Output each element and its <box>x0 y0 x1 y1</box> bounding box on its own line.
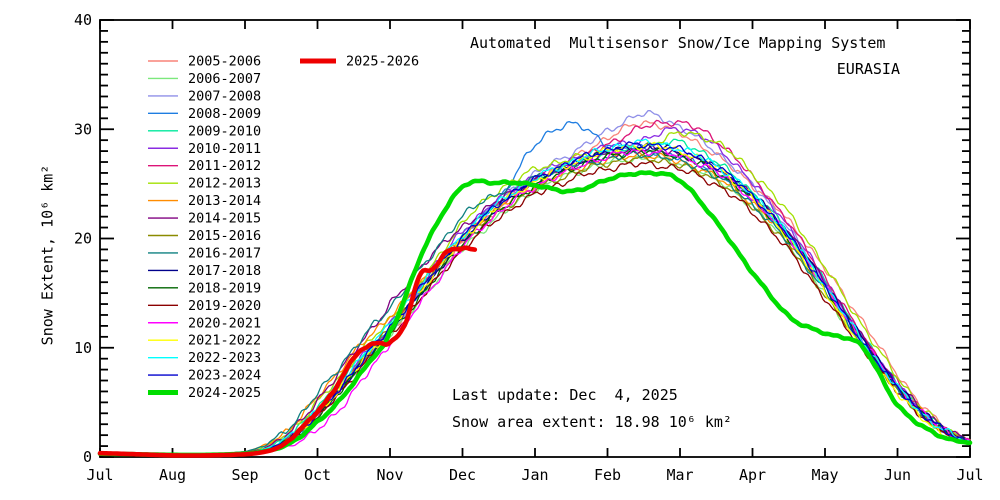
x-tick-label: Jan <box>521 466 548 484</box>
x-tick-label: Nov <box>376 466 403 484</box>
y-tick-label: 20 <box>74 230 92 248</box>
legend-label-2022-2023: 2022-2023 <box>188 350 261 366</box>
legend-label-2006-2007: 2006-2007 <box>188 71 261 87</box>
legend-label-2014-2015: 2014-2015 <box>188 211 261 227</box>
legend-label-2010-2011: 2010-2011 <box>188 141 261 157</box>
legend-label-2011-2012: 2011-2012 <box>188 158 261 174</box>
last-update-text: Last update: Dec 4, 2025 <box>452 386 678 404</box>
legend-label-2025-2026: 2025-2026 <box>346 54 419 70</box>
legend-label-2013-2014: 2013-2014 <box>188 193 261 209</box>
x-tick-label: Jul <box>956 466 983 484</box>
series-line-2025-2026 <box>97 245 478 458</box>
x-tick-label: Jun <box>884 466 911 484</box>
chart-title: Automated Multisensor Snow/Ice Mapping S… <box>470 34 886 52</box>
y-tick-label: 30 <box>74 120 92 138</box>
legend-label-2012-2013: 2012-2013 <box>188 176 261 192</box>
y-axis-label: Snow Extent, 10⁶ km² <box>38 164 57 346</box>
legend-label-2017-2018: 2017-2018 <box>188 263 261 279</box>
x-tick-label: Feb <box>594 466 621 484</box>
legend-label-2005-2006: 2005-2006 <box>188 54 261 70</box>
legend-label-2019-2020: 2019-2020 <box>188 298 261 314</box>
y-tick-label: 0 <box>83 448 92 466</box>
x-tick-label: Jul <box>86 466 113 484</box>
x-tick-label: Aug <box>159 466 186 484</box>
legend-label-2020-2021: 2020-2021 <box>188 315 261 331</box>
legend-label-2016-2017: 2016-2017 <box>188 245 261 261</box>
legend-label-2024-2025: 2024-2025 <box>188 385 261 401</box>
y-tick-label: 40 <box>74 11 92 29</box>
legend-label-2023-2024: 2023-2024 <box>188 368 261 384</box>
x-tick-label: Mar <box>666 466 693 484</box>
legend-label-2009-2010: 2009-2010 <box>188 123 261 139</box>
x-tick-label: May <box>811 466 838 484</box>
legend-label-2008-2009: 2008-2009 <box>188 106 261 122</box>
legend-label-2007-2008: 2007-2008 <box>188 88 261 104</box>
x-tick-label: Dec <box>449 466 476 484</box>
legend-label-2018-2019: 2018-2019 <box>188 280 261 296</box>
legend-label-2015-2016: 2015-2016 <box>188 228 261 244</box>
x-tick-label: Apr <box>739 466 766 484</box>
y-tick-label: 10 <box>74 339 92 357</box>
snow-extent-text: Snow area extent: 18.98 10⁶ km² <box>452 413 732 431</box>
region-label: EURASIA <box>836 60 900 78</box>
x-tick-label: Sep <box>231 466 258 484</box>
x-tick-label: Oct <box>304 466 331 484</box>
legend-label-2021-2022: 2021-2022 <box>188 333 261 349</box>
